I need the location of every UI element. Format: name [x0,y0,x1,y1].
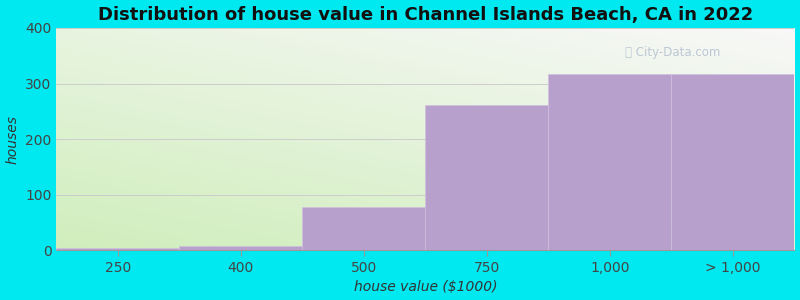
Text: ⓘ City-Data.com: ⓘ City-Data.com [625,46,720,59]
Bar [302,207,426,250]
Y-axis label: houses: houses [6,115,19,164]
Bar [179,246,302,250]
Bar [549,74,671,250]
Bar [426,105,549,250]
Title: Distribution of house value in Channel Islands Beach, CA in 2022: Distribution of house value in Channel I… [98,6,753,24]
X-axis label: house value ($1000): house value ($1000) [354,280,497,294]
Bar [56,248,179,250]
Bar [671,74,794,250]
